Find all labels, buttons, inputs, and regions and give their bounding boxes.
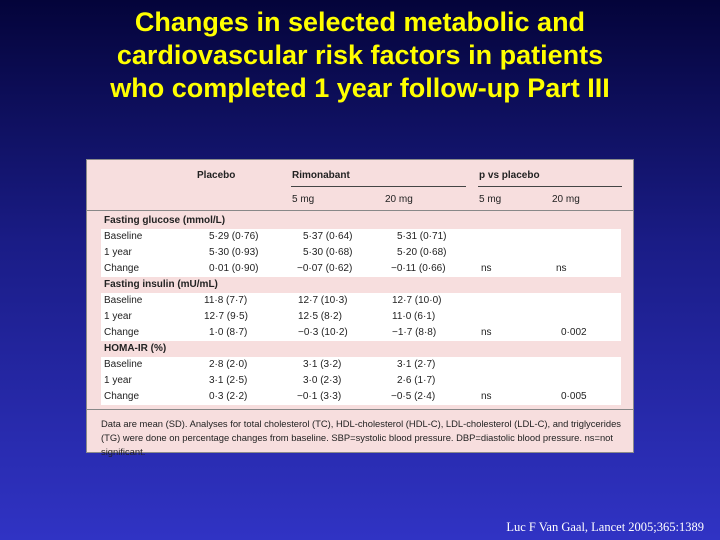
r5-value: −0·3 (10·2)	[298, 327, 348, 338]
row-label: Change	[104, 263, 140, 274]
table-row: Change 0·3 (2·2) −0·1 (3·3) −0·5 (2·4) n…	[87, 389, 633, 405]
row-label: 1 year	[104, 311, 132, 322]
row-label: Baseline	[104, 231, 143, 242]
title-line-3: who completed 1 year follow-up Part III	[110, 73, 610, 103]
r20-value: −0·11 (0·66)	[391, 263, 446, 274]
r20-value: 2·6 (1·7)	[397, 375, 436, 386]
r20-value: 12·7 (10·0)	[392, 295, 442, 306]
section-rows-bg	[101, 293, 621, 341]
r5-value: −0·1 (3·3)	[297, 391, 342, 402]
table-row: Baseline 5·29 (0·76) 5·37 (0·64) 5·31 (0…	[87, 229, 633, 245]
p5-value: ns	[481, 263, 492, 274]
r20-value: −0·5 (2·4)	[391, 391, 436, 402]
header-dose-5: 5 mg	[292, 194, 315, 205]
section-header: HOMA-IR (%)	[87, 341, 633, 357]
section-header: Fasting insulin (mU/mL)	[87, 277, 633, 293]
p20-value: ns	[556, 263, 567, 274]
table-row: Baseline 2·8 (2·0) 3·1 (3·2) 3·1 (2·7)	[87, 357, 633, 373]
table-row: Baseline 11·8 (7·7) 12·7 (10·3) 12·7 (10…	[87, 293, 633, 309]
header-placebo: Placebo	[197, 170, 236, 181]
r5-value: 5·37 (0·64)	[303, 231, 353, 242]
citation: Luc F Van Gaal, Lancet 2005;365:1389	[506, 520, 704, 534]
row-label: Baseline	[104, 295, 143, 306]
row-label: 1 year	[104, 247, 132, 258]
footnote-divider	[87, 409, 633, 410]
footnote-band	[87, 410, 633, 452]
row-label: Change	[104, 391, 140, 402]
placebo-value: 3·1 (2·5)	[209, 375, 248, 386]
r5-value: 3·1 (3·2)	[303, 359, 342, 370]
section-title-insulin: Fasting insulin (mU/mL)	[104, 279, 218, 290]
table-row: 1 year 3·1 (2·5) 3·0 (2·3) 2·6 (1·7)	[87, 373, 633, 389]
row-label: Baseline	[104, 359, 143, 370]
header-rimonabant: Rimonabant	[292, 170, 350, 181]
r20-value: −1·7 (8·8)	[392, 327, 437, 338]
placebo-value: 2·8 (2·0)	[209, 359, 248, 370]
title-line-1: Changes in selected metabolic and	[134, 7, 586, 37]
section-rows-bg	[101, 229, 621, 277]
title-line-2: cardiovascular risk factors in patients	[116, 40, 604, 70]
placebo-value: 5·30 (0·93)	[209, 247, 259, 258]
r5-value: 12·5 (8·2)	[298, 311, 342, 322]
placebo-value: 5·29 (0·76)	[209, 231, 259, 242]
header-divider	[87, 210, 633, 211]
r5-value: 3·0 (2·3)	[303, 375, 342, 386]
r5-value: 12·7 (10·3)	[298, 295, 348, 306]
r20-value: 5·31 (0·71)	[397, 231, 447, 242]
placebo-value: 11·8 (7·7)	[204, 295, 248, 306]
section-title-homa: HOMA-IR (%)	[104, 343, 167, 354]
p5-value: ns	[481, 327, 492, 338]
table-row: 1 year 12·7 (9·5) 12·5 (8·2) 11·0 (6·1)	[87, 309, 633, 325]
placebo-value: 0·3 (2·2)	[209, 391, 248, 402]
r5-value: 5·30 (0·68)	[303, 247, 353, 258]
table-row: 1 year 5·30 (0·93) 5·30 (0·68) 5·20 (0·6…	[87, 245, 633, 261]
header-p-20: 20 mg	[552, 194, 580, 205]
table-footnote: Data are mean (SD). Analyses for total c…	[101, 418, 621, 457]
table-row: Change 0·01 (0·90) −0·07 (0·62) −0·11 (0…	[87, 261, 633, 277]
row-label: Change	[104, 327, 140, 338]
p20-value: 0·002	[561, 327, 587, 338]
results-table: Placebo Rimonabant p vs placebo 5 mg 20 …	[86, 159, 634, 457]
section-header: Fasting glucose (mmol/L)	[87, 213, 633, 229]
header-p-vs-placebo: p vs placebo	[479, 170, 540, 181]
r20-value: 5·20 (0·68)	[397, 247, 447, 258]
rimonabant-rule	[291, 186, 466, 187]
table-header-band	[87, 160, 633, 210]
row-label: 1 year	[104, 375, 132, 386]
table-row: Change 1·0 (8·7) −0·3 (10·2) −1·7 (8·8) …	[87, 325, 633, 341]
placebo-value: 0·01 (0·90)	[209, 263, 259, 274]
section-title-glucose: Fasting glucose (mmol/L)	[104, 215, 226, 226]
header-dose-20: 20 mg	[385, 194, 413, 205]
p5-value: ns	[481, 391, 492, 402]
header-p-5: 5 mg	[479, 194, 502, 205]
p20-value: 0·005	[561, 391, 587, 402]
section-rows-bg	[101, 357, 621, 405]
placebo-value: 12·7 (9·5)	[204, 311, 248, 322]
pvalue-rule	[478, 186, 622, 187]
slide-title: Changes in selected metabolic and cardio…	[0, 6, 720, 105]
r20-value: 11·0 (6·1)	[392, 311, 436, 322]
placebo-value: 1·0 (8·7)	[209, 327, 248, 338]
r20-value: 3·1 (2·7)	[397, 359, 436, 370]
r5-value: −0·07 (0·62)	[297, 263, 353, 274]
